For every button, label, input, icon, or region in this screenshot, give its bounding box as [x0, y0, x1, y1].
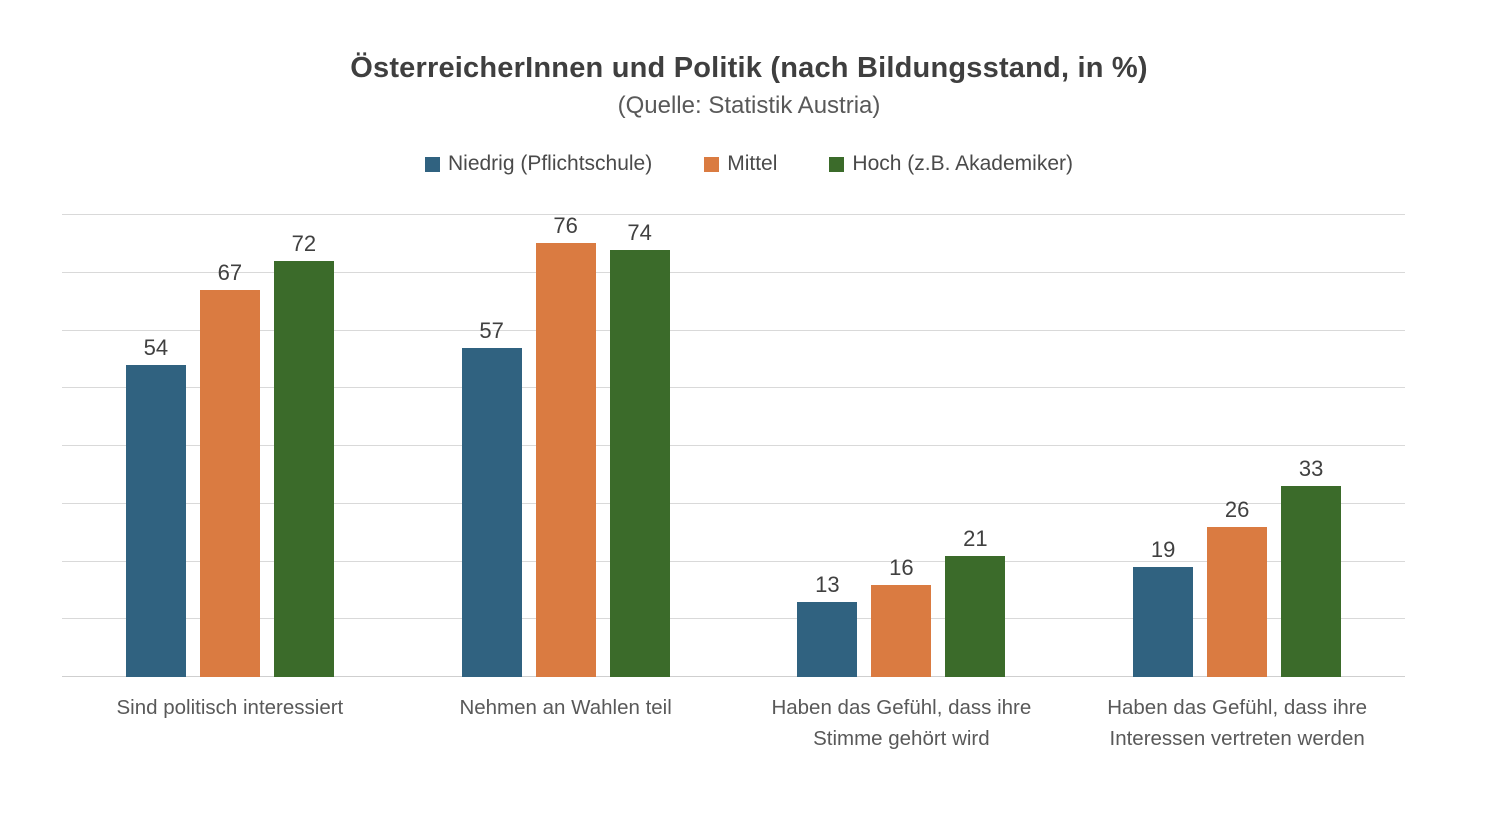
- chart-subtitle: (Quelle: Statistik Austria): [617, 92, 881, 119]
- bar-mittel: [871, 584, 932, 677]
- bar-mittel: [535, 243, 596, 677]
- bar-cell: 54: [125, 215, 186, 677]
- category-label: Haben das Gefühl, dass ihre Stimme gehör…: [771, 696, 1032, 750]
- bar-cell: 33: [1281, 215, 1342, 677]
- bar-cell: 13: [797, 215, 858, 677]
- bar-group: 13 16 21: [734, 215, 1070, 677]
- bar-value-label: 74: [627, 219, 652, 245]
- bar-value-label: 26: [1224, 496, 1250, 522]
- bar-niedrig: [125, 365, 186, 677]
- legend-item: Niedrig (Pflichtschule): [424, 152, 653, 176]
- bar-niedrig: [461, 347, 522, 677]
- bar-value-label: 57: [479, 317, 504, 343]
- gridline: [62, 502, 1405, 504]
- chart-title: ÖsterreicherInnen und Politik (nach Bild…: [350, 52, 1148, 84]
- bar-cell: 57: [461, 215, 522, 677]
- bar-hoch: [945, 555, 1006, 677]
- legend-item: Mittel: [704, 152, 777, 176]
- bar-value-label: 54: [143, 335, 169, 361]
- bar-mittel: [199, 290, 260, 677]
- bar-niedrig: [1133, 567, 1194, 677]
- bar-groups-container: 54 67 72 57 76 74 13 16 21 19 26 33: [62, 215, 1405, 677]
- bar-group: 54 67 72: [62, 215, 398, 677]
- gridline: [62, 560, 1405, 562]
- bar-value-label: 13: [815, 571, 840, 597]
- gridline: [62, 329, 1405, 331]
- bar-value-label: 67: [217, 260, 243, 286]
- legend-item: Hoch (z.B. Akademiker): [829, 152, 1073, 176]
- bar-value-label: 16: [889, 554, 914, 580]
- bar-hoch: [273, 261, 334, 677]
- category-axis: Sind politisch interessiert Nehmen an Wah…: [62, 693, 1405, 755]
- gridline: [62, 214, 1405, 215]
- gridline: [62, 271, 1405, 273]
- bar-value-label: 76: [553, 213, 578, 238]
- legend-swatch-icon: [424, 156, 440, 172]
- bar-mittel: [1207, 526, 1268, 677]
- legend-label: Hoch (z.B. Akademiker): [852, 152, 1073, 175]
- x-axis-line: [62, 676, 1405, 677]
- bar-group: 57 76 74: [398, 215, 734, 677]
- category-label: Nehmen an Wahlen teil: [459, 696, 672, 719]
- legend-label: Mittel: [727, 152, 778, 175]
- bar-cell: 76: [535, 213, 596, 677]
- gridline: [62, 387, 1405, 389]
- bar-cell: 72: [273, 215, 334, 677]
- bar-value-label: 19: [1150, 537, 1176, 563]
- bar-value-label: 33: [1298, 456, 1324, 482]
- gridline: [62, 618, 1405, 620]
- category-label: Sind politisch interessiert: [116, 696, 344, 719]
- chart-legend: Niedrig (Pflichtschule) Mittel Hoch (z.B. …: [0, 152, 1498, 176]
- bar-cell: 26: [1207, 215, 1268, 677]
- bar-hoch: [1281, 486, 1342, 677]
- category-label: Haben das Gefühl, dass ihre Interessen v…: [1107, 696, 1368, 750]
- legend-swatch-icon: [829, 156, 845, 172]
- gridline: [62, 445, 1405, 446]
- bar-hoch: [609, 249, 670, 677]
- bar-cell: 19: [1133, 215, 1194, 677]
- bar-cell: 21: [945, 215, 1006, 677]
- bar-value-label: 21: [963, 525, 988, 551]
- bar-cell: 67: [199, 215, 260, 677]
- legend-swatch-icon: [704, 156, 720, 172]
- plot-area: 54 67 72 57 76 74 13 16 21 19 26 33: [62, 214, 1405, 677]
- legend-label: Niedrig (Pflichtschule): [447, 152, 653, 175]
- bar-cell: 74: [609, 215, 670, 677]
- bar-cell: 16: [871, 215, 932, 677]
- bar-niedrig: [797, 601, 858, 677]
- bar-group: 19 26 33: [1069, 215, 1405, 677]
- bar-value-label: 72: [291, 231, 317, 257]
